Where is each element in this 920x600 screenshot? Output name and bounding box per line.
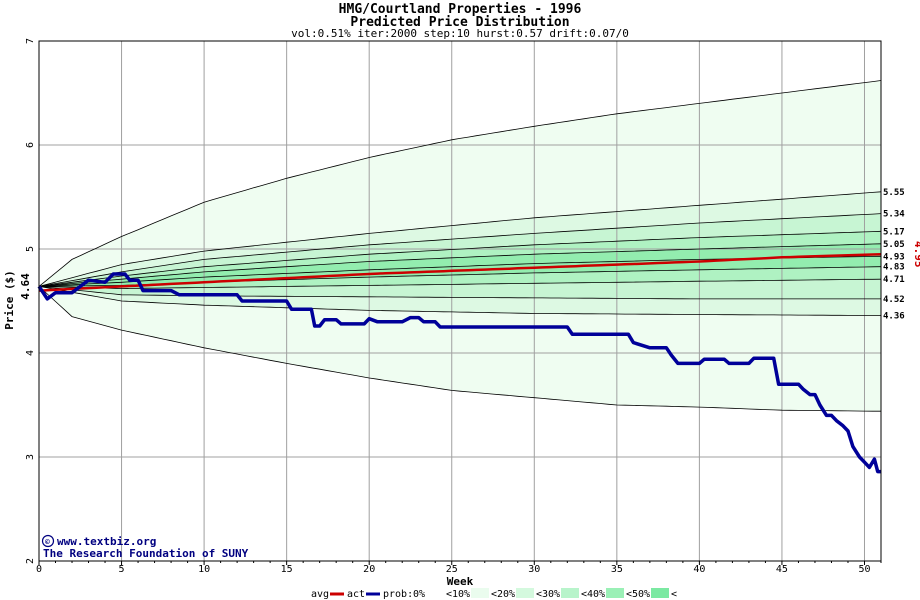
legend-band-label-3: <30%: [536, 589, 560, 600]
percentile-line-3: [38, 230, 882, 287]
legend-band-swatch-3: [561, 588, 579, 598]
chart-title: HMG/Courtland Properties - 1996: [339, 2, 582, 17]
x-axis-label: Week: [447, 575, 474, 588]
legend-band-label-4: <40%: [581, 589, 605, 600]
x-tick-label-10: 10: [198, 564, 210, 575]
lower-envelope-line: [38, 286, 881, 412]
legend-band-swatch-2: [516, 588, 534, 598]
series-act-line: [37, 272, 881, 474]
y-tick-label-4: 4: [25, 350, 36, 356]
credit-organization: The Research Foundation of SUNY: [43, 547, 249, 560]
probability-bands: [39, 80, 881, 412]
percentile-end-label-3: 5.17: [883, 227, 905, 237]
start-price-label: 4.64: [19, 273, 32, 300]
legend-band-label-5: <50%: [626, 589, 650, 600]
y-tick-label-3: 3: [25, 454, 36, 460]
legend-prob-label: prob:: [383, 589, 413, 600]
percentile-line-2: [38, 213, 882, 287]
y-axis-label: Price ($): [3, 270, 16, 330]
credits: © www.textbiz.org The Research Foundatio…: [41, 534, 249, 560]
y-tick-label-6: 6: [25, 142, 36, 148]
copyright-icon: [41, 534, 55, 548]
series-avg-line: [38, 252, 882, 292]
x-tick-label-15: 15: [281, 564, 293, 575]
end-actual-price-label: 4.95: [912, 241, 920, 268]
series-lines: [37, 252, 882, 474]
band-4: [39, 243, 881, 287]
x-tick-label-30: 30: [528, 564, 540, 575]
percentile-end-label-9: 4.36: [883, 312, 905, 322]
legend-band-swatch-1: [471, 588, 489, 598]
legend-band-swatch-5: [651, 588, 669, 598]
copyright-symbol: ©: [45, 538, 50, 547]
x-tick-label-0: 0: [36, 564, 42, 575]
legend-band-label-2: <20%: [491, 589, 515, 600]
legend-label-act: act: [347, 589, 365, 600]
upper-envelope-line: [38, 80, 882, 287]
percentile-end-label-4: 5.05: [883, 240, 905, 250]
chart-subtitle: Predicted Price Distribution: [350, 15, 569, 30]
x-tick-label-45: 45: [776, 564, 788, 575]
percentile-end-label-7: 4.71: [883, 275, 905, 285]
x-tick-label-20: 20: [363, 564, 375, 575]
y-tick-label-2: 2: [25, 558, 36, 564]
y-tick-label-5: 5: [25, 246, 36, 252]
x-tick-label-35: 35: [611, 564, 623, 575]
legend-band-label-1: <10%: [446, 589, 470, 600]
y-tick-label-7: 7: [25, 38, 36, 44]
x-tick-label-5: 5: [119, 564, 125, 575]
legend-trail: <: [671, 589, 677, 600]
percentile-line-4: [38, 243, 882, 287]
x-tick-label-25: 25: [446, 564, 458, 575]
x-tick-label-40: 40: [693, 564, 705, 575]
percentile-line-1: [38, 191, 882, 287]
legend: avg act prob: 0% <10% <20% <30% <40% <50% <: [311, 588, 677, 600]
percentile-end-label-1: 5.55: [883, 188, 905, 198]
legend-label-avg: avg: [311, 589, 329, 600]
legend-band-swatch-0: [426, 588, 444, 598]
chart-parameters: vol:0.51% iter:2000 step:10 hurst:0.57 d…: [291, 27, 629, 40]
percentile-end-label-8: 4.52: [883, 295, 905, 305]
legend-band-swatch-4: [606, 588, 624, 598]
percentile-end-label-5: 4.93: [883, 252, 905, 262]
percentile-end-labels: 5.55 5.34 5.17 5.05 4.934.83 4.71 4.52 4.36: [883, 188, 905, 322]
percentile-line-9: [38, 286, 882, 316]
percentile-end-label-2: 5.34: [883, 210, 905, 220]
percentile-end-label-6: 4.83: [883, 263, 905, 273]
credit-website: www.textbiz.org: [57, 535, 156, 548]
x-tick-label-50: 50: [858, 564, 870, 575]
legend-band-label-0: 0%: [413, 589, 425, 600]
percentile-line-7: [38, 278, 882, 289]
plot-frame: [38, 40, 882, 562]
